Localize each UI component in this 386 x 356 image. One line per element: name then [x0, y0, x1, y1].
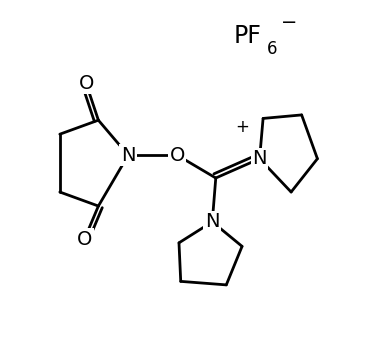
- Text: O: O: [169, 146, 185, 165]
- Text: N: N: [205, 212, 220, 231]
- Text: −: −: [281, 12, 297, 32]
- Text: O: O: [77, 230, 92, 249]
- Text: N: N: [121, 146, 135, 165]
- Text: N: N: [252, 149, 267, 168]
- Text: O: O: [78, 74, 94, 93]
- Text: 6: 6: [267, 40, 277, 58]
- Text: PF: PF: [233, 24, 261, 48]
- Text: +: +: [235, 118, 249, 136]
